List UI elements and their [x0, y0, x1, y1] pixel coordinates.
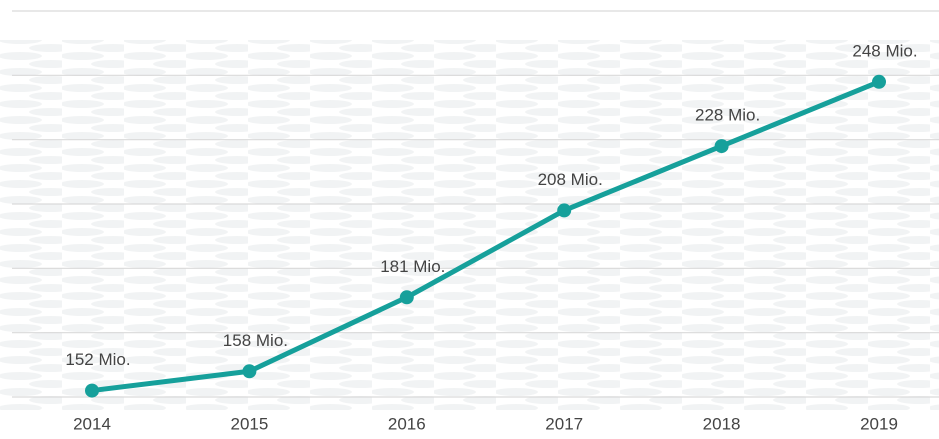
data-point: [85, 383, 99, 398]
data-label: 208 Mio.: [538, 170, 603, 189]
background-pattern: [0, 40, 939, 410]
data-point: [557, 203, 572, 218]
data-point: [872, 74, 886, 89]
x-tick-label: 2018: [703, 414, 741, 433]
data-label: 152 Mio.: [65, 350, 130, 369]
x-tick-label: 2019: [860, 414, 898, 433]
data-label: 228 Mio.: [695, 106, 760, 125]
x-tick-label: 2017: [545, 414, 583, 433]
data-label: 248 Mio.: [852, 41, 917, 60]
data-point: [714, 139, 729, 154]
data-point: [399, 290, 414, 305]
data-point: [242, 364, 257, 379]
data-label: 158 Mio.: [223, 331, 288, 350]
x-tick-label: 2014: [73, 414, 111, 433]
data-line: [91, 79, 880, 394]
x-tick-label: 2015: [230, 414, 268, 433]
data-label: 181 Mio.: [380, 257, 445, 276]
x-tick-label: 2016: [388, 414, 426, 433]
